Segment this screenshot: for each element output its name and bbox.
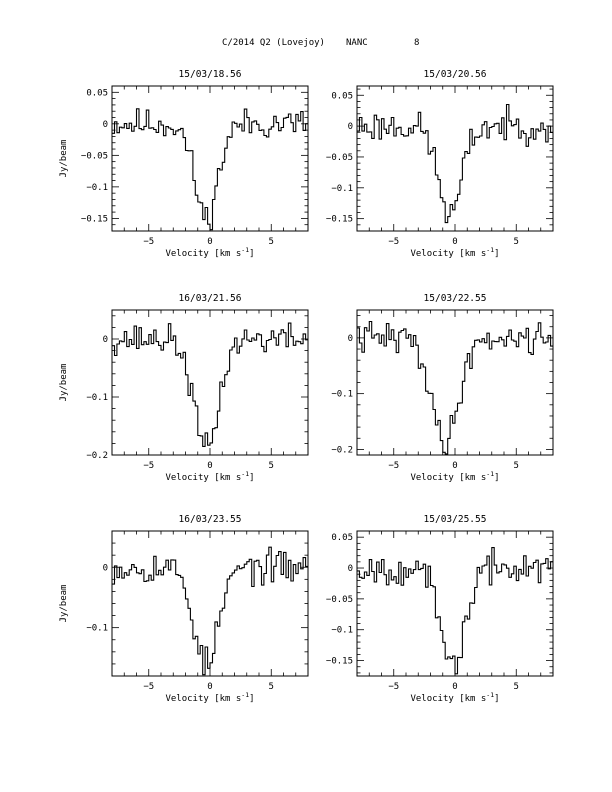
x-axis-label-main: Velocity [km s xyxy=(410,249,486,259)
x-axis-label: Velocity [km s-1] xyxy=(165,246,254,259)
x-axis-label-tail: ] xyxy=(249,473,254,483)
x-axis-label: Velocity [km s-1] xyxy=(410,691,499,704)
x-tick-label: 0 xyxy=(207,461,212,471)
x-tick-label: 5 xyxy=(514,237,519,247)
x-axis-label-main: Velocity [km s xyxy=(165,249,241,259)
x-tick-label: −5 xyxy=(388,682,399,692)
figure-title-object: C/2014 Q2 (Lovejoy) xyxy=(222,38,325,48)
x-tick-label: −5 xyxy=(388,461,399,471)
x-tick-label: 0 xyxy=(452,237,457,247)
y-tick-label: 0 xyxy=(103,120,108,130)
spectrum-line xyxy=(357,547,553,675)
panel-title: 15/03/25.55 xyxy=(424,514,487,525)
spectrum-line xyxy=(112,108,308,231)
y-tick-label: 0 xyxy=(348,564,353,574)
x-axis-label: Velocity [km s-1] xyxy=(165,470,254,483)
x-tick-label: 5 xyxy=(514,682,519,692)
y-tick-label: 0 xyxy=(348,122,353,132)
spectrum-line xyxy=(112,546,308,676)
y-tick-label: −0.2 xyxy=(86,451,108,461)
x-tick-label: 0 xyxy=(207,237,212,247)
panel-title: 16/03/23.55 xyxy=(179,514,242,525)
y-tick-label: 0 xyxy=(103,335,108,345)
y-tick-label: 0.05 xyxy=(331,91,353,101)
x-axis-label-exponent: -1 xyxy=(241,470,249,478)
spectrum-line xyxy=(357,320,553,455)
y-tick-label: 0.05 xyxy=(86,88,108,98)
y-tick-label: −0.15 xyxy=(326,215,353,225)
x-tick-label: 0 xyxy=(452,682,457,692)
x-axis-label-tail: ] xyxy=(249,249,254,259)
x-axis-label-tail: ] xyxy=(494,249,499,259)
x-axis-label-main: Velocity [km s xyxy=(165,473,241,483)
y-tick-label: −0.1 xyxy=(86,183,108,193)
panel-2: −5 0 5 0.05 0 −0.05 −0.1 −0.15 15/03/20.56 Veloci… xyxy=(326,69,554,259)
x-axis-label-exponent: -1 xyxy=(486,470,494,478)
plot-frame xyxy=(111,85,309,232)
y-tick-label: −0.1 xyxy=(86,393,108,403)
panel-1: −5 0 5 0.05 0 −0.05 −0.1 −0.15 15/03/18.56 Veloci… xyxy=(59,69,309,259)
x-axis-label-tail: ] xyxy=(494,473,499,483)
panel-6: −5 0 5 0.05 0 −0.05 −0.1 −0.15 15/03/25.55 Veloci… xyxy=(326,514,554,704)
y-tick-label: 0 xyxy=(348,334,353,344)
panel-5: −5 0 5 0 −0.1 16/03/23.55 Velocity [km s-1] Jy/… xyxy=(59,514,309,704)
x-axis-label-exponent: -1 xyxy=(486,246,494,254)
x-axis-label-main: Velocity [km s xyxy=(410,694,486,704)
x-axis-label-exponent: -1 xyxy=(486,691,494,699)
x-axis-label-tail: ] xyxy=(494,694,499,704)
spectrum-line xyxy=(357,103,553,224)
y-tick-label: −0.15 xyxy=(326,657,353,667)
x-tick-label: 0 xyxy=(452,461,457,471)
x-axis-label-main: Velocity [km s xyxy=(410,473,486,483)
panel-title: 15/03/18.56 xyxy=(179,69,242,80)
x-axis-label-exponent: -1 xyxy=(241,691,249,699)
x-axis-label: Velocity [km s-1] xyxy=(165,691,254,704)
x-tick-label: 5 xyxy=(269,682,274,692)
panel-title: 16/03/21.56 xyxy=(179,293,242,304)
x-axis-label: Velocity [km s-1] xyxy=(410,470,499,483)
panel-3: −5 0 5 0 −0.1 −0.2 16/03/21.56 Velocity [km s-1… xyxy=(59,293,309,483)
y-tick-label: −0.05 xyxy=(326,595,353,605)
panel-4: −5 0 5 0 −0.1 −0.2 15/03/22.55 Velocity [km s-1… xyxy=(331,293,554,483)
spectrum-line xyxy=(112,322,308,447)
x-axis-label-exponent: -1 xyxy=(241,246,249,254)
x-tick-label: −5 xyxy=(143,461,154,471)
x-tick-label: 0 xyxy=(207,682,212,692)
x-axis-label-main: Velocity [km s xyxy=(165,694,241,704)
x-axis-label: Velocity [km s-1] xyxy=(410,246,499,259)
y-tick-label: −0.2 xyxy=(331,445,353,455)
y-tick-label: −0.1 xyxy=(331,390,353,400)
y-tick-label: −0.1 xyxy=(331,184,353,194)
panel-title: 15/03/22.55 xyxy=(424,293,487,304)
figure-title-station: NANC xyxy=(346,38,368,48)
x-tick-label: −5 xyxy=(388,237,399,247)
y-tick-label: 0 xyxy=(103,563,108,573)
y-axis-label: Jy/beam xyxy=(59,140,69,178)
panel-title: 15/03/20.56 xyxy=(424,69,487,80)
y-tick-label: 0.05 xyxy=(331,533,353,543)
x-tick-label: 5 xyxy=(514,461,519,471)
x-axis-label-tail: ] xyxy=(249,694,254,704)
y-axis-label: Jy/beam xyxy=(59,585,69,623)
y-tick-label: −0.05 xyxy=(326,153,353,163)
x-tick-label: 5 xyxy=(269,237,274,247)
x-tick-label: 5 xyxy=(269,461,274,471)
x-tick-label: −5 xyxy=(143,237,154,247)
y-tick-label: −0.05 xyxy=(81,151,108,161)
y-tick-label: −0.1 xyxy=(331,626,353,636)
plot-frame xyxy=(356,530,554,677)
y-tick-label: −0.15 xyxy=(81,214,108,224)
x-tick-label: −5 xyxy=(143,682,154,692)
figure-page-number: 8 xyxy=(414,38,420,48)
y-tick-label: −0.1 xyxy=(86,624,108,634)
y-axis-label: Jy/beam xyxy=(59,364,69,402)
